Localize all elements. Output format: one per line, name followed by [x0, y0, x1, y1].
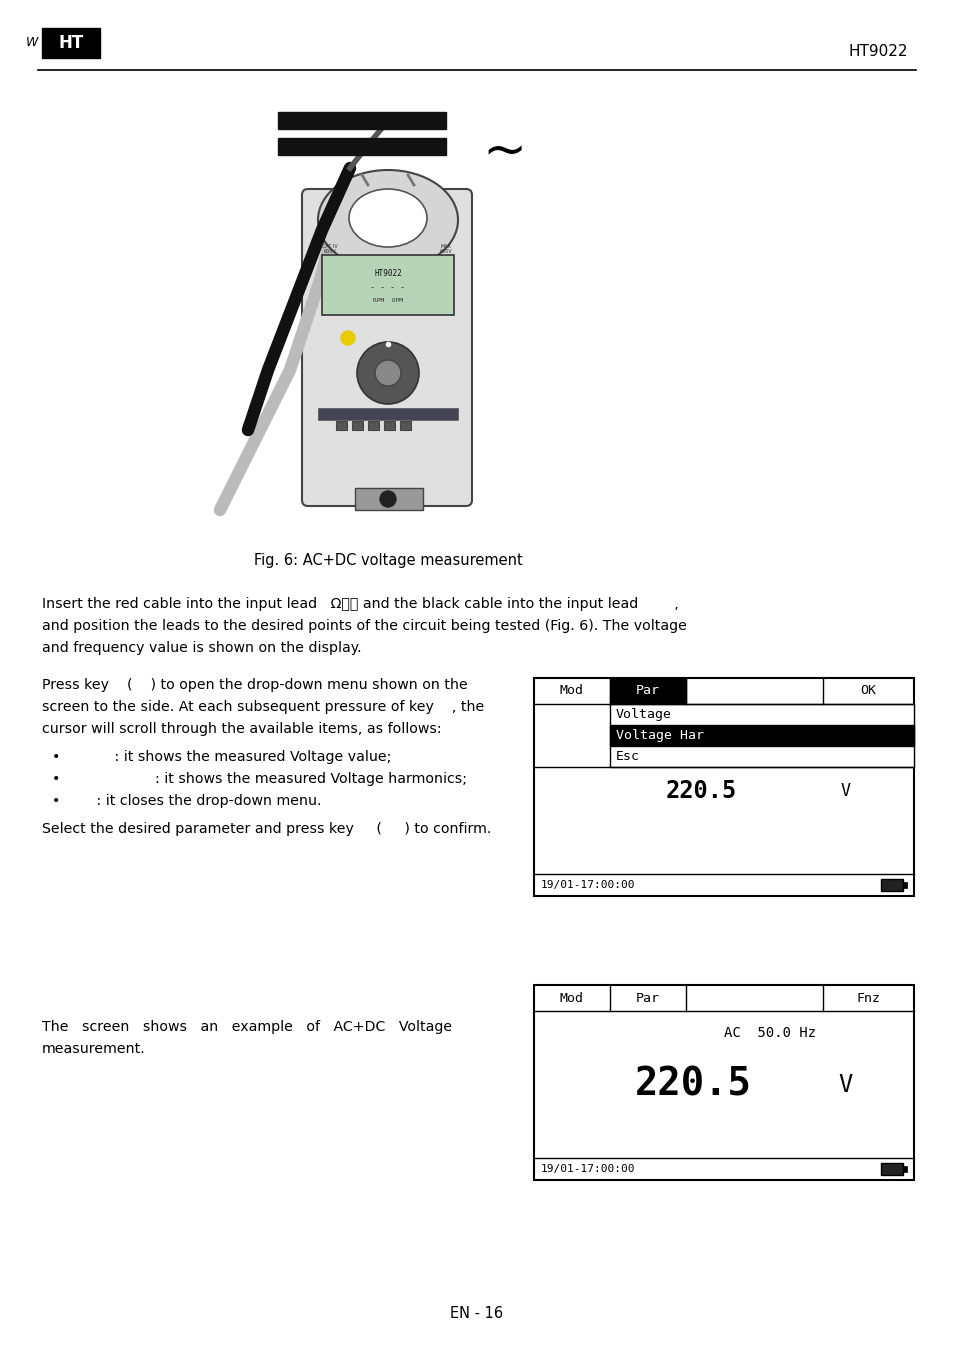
Bar [322, 255, 454, 315]
Text: W: W [26, 36, 38, 50]
Text: Mod: Mod [559, 992, 583, 1005]
Text: Select the desired parameter and press key     (     ) to confirm.: Select the desired parameter and press k… [42, 821, 491, 836]
Text: The   screen   shows   an   example   of   AC+DC   Voltage: The screen shows an example of AC+DC Vol… [42, 1020, 452, 1034]
Text: Par: Par [636, 685, 659, 697]
Text: 19/01-17:00:00: 19/01-17:00:00 [540, 1165, 635, 1174]
Text: measurement.: measurement. [42, 1042, 146, 1056]
Text: Voltage: Voltage [616, 708, 671, 721]
Text: •: • [52, 750, 60, 765]
Text: MAX
600V: MAX 600V [439, 243, 452, 254]
Circle shape [379, 490, 395, 507]
Bar [534, 985, 913, 1179]
Text: HT9022: HT9022 [847, 45, 907, 59]
Text: EN - 16: EN - 16 [450, 1305, 503, 1320]
Bar [880, 1163, 902, 1175]
Ellipse shape [317, 170, 457, 270]
Bar [277, 112, 446, 128]
Text: Esc: Esc [616, 750, 639, 763]
Text: RPM  OPM: RPM OPM [373, 297, 402, 303]
Ellipse shape [349, 189, 427, 247]
Bar [317, 408, 457, 420]
Text: •: • [52, 771, 60, 786]
Text: •: • [52, 794, 60, 808]
Bar [355, 488, 422, 509]
Text: Fig. 6: AC+DC voltage measurement: Fig. 6: AC+DC voltage measurement [253, 553, 522, 567]
Text: : it closes the drop-down menu.: : it closes the drop-down menu. [65, 794, 321, 808]
Text: - - - -: - - - - [370, 284, 405, 293]
Text: Press key    (    ) to open the drop-down menu shown on the: Press key ( ) to open the drop-down menu… [42, 678, 467, 692]
Text: 19/01-17:00:00: 19/01-17:00:00 [540, 880, 635, 890]
Text: Par: Par [636, 992, 659, 1005]
Bar [352, 422, 363, 430]
Bar [277, 138, 446, 155]
Text: : it shows the measured Voltage harmonics;: : it shows the measured Voltage harmonic… [65, 771, 467, 786]
Text: : it shows the measured Voltage value;: : it shows the measured Voltage value; [65, 750, 391, 765]
Text: V: V [840, 782, 850, 800]
Text: cursor will scroll through the available items, as follows:: cursor will scroll through the available… [42, 721, 441, 736]
Text: Insert the red cable into the input lead   Ωᴥ⧗ and the black cable into the inpu: Insert the red cable into the input lead… [42, 597, 678, 611]
Bar [399, 422, 411, 430]
Text: and frequency value is shown on the display.: and frequency value is shown on the disp… [42, 640, 361, 655]
Text: OK: OK [860, 685, 876, 697]
Bar [42, 28, 100, 58]
Bar [534, 678, 913, 896]
Text: V: V [838, 1073, 852, 1097]
Text: HT: HT [58, 34, 84, 51]
Text: ~: ~ [482, 126, 527, 178]
Bar [609, 725, 913, 746]
Bar [609, 704, 913, 767]
Text: CAT IV
600V: CAT IV 600V [322, 243, 337, 254]
Text: 220.5: 220.5 [635, 1066, 751, 1104]
Text: screen to the side. At each subsequent pressure of key    , the: screen to the side. At each subsequent p… [42, 700, 484, 713]
Circle shape [375, 359, 400, 386]
Bar [880, 880, 902, 892]
Text: Voltage Har: Voltage Har [616, 730, 703, 742]
Bar [368, 422, 378, 430]
Bar [384, 422, 395, 430]
FancyBboxPatch shape [302, 189, 472, 507]
Circle shape [356, 342, 418, 404]
Text: HT9022: HT9022 [374, 269, 401, 278]
Text: 220.5: 220.5 [665, 780, 736, 802]
Text: Mod: Mod [559, 685, 583, 697]
Text: AC  50.0 Hz: AC 50.0 Hz [722, 1025, 815, 1040]
Text: Fnz: Fnz [856, 992, 880, 1005]
Bar [902, 1166, 906, 1173]
Bar [335, 422, 347, 430]
Bar [609, 678, 685, 704]
Bar [902, 882, 906, 888]
Circle shape [340, 331, 355, 345]
Text: and position the leads to the desired points of the circuit being tested (Fig. 6: and position the leads to the desired po… [42, 619, 686, 634]
